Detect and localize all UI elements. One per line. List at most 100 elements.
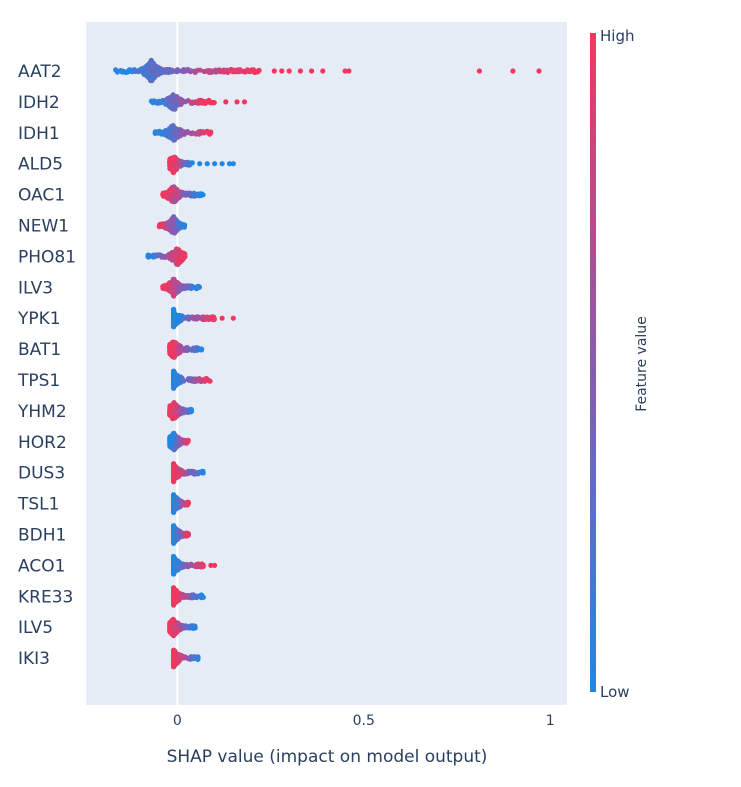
shap-point bbox=[191, 594, 197, 600]
shap-point bbox=[168, 132, 174, 138]
x-tick-label: 0 bbox=[173, 713, 182, 729]
feature-label: IDH2 bbox=[18, 93, 60, 113]
shap-point bbox=[185, 409, 191, 415]
shap-point bbox=[195, 67, 201, 73]
feature-label: OAC1 bbox=[18, 186, 65, 206]
shap-point bbox=[172, 626, 178, 632]
shap-point bbox=[206, 68, 212, 75]
shap-point bbox=[192, 346, 198, 352]
shap-point bbox=[183, 532, 189, 539]
shap-point bbox=[201, 68, 207, 75]
shap-point bbox=[176, 529, 182, 535]
shap-point bbox=[200, 468, 206, 474]
colorbar bbox=[590, 33, 596, 692]
shap-point bbox=[171, 508, 177, 514]
shap-point bbox=[210, 100, 216, 106]
shap-point bbox=[169, 411, 175, 417]
shap-point bbox=[157, 223, 163, 229]
shap-point bbox=[172, 252, 178, 258]
shap-point bbox=[167, 156, 173, 162]
shap-point bbox=[181, 501, 187, 507]
shap-point bbox=[190, 623, 196, 629]
feature-label: BDH1 bbox=[18, 526, 66, 546]
shap-point bbox=[189, 99, 195, 105]
shap-point bbox=[177, 313, 183, 319]
shap-point bbox=[131, 67, 137, 73]
shap-point bbox=[185, 345, 191, 351]
shap-point bbox=[177, 97, 183, 103]
shap-point bbox=[178, 101, 184, 107]
shap-point bbox=[197, 130, 203, 136]
x-tick-label: 1 bbox=[546, 713, 555, 729]
shap-point bbox=[175, 160, 181, 166]
shap-point bbox=[153, 69, 160, 76]
shap-point bbox=[208, 562, 214, 569]
shap-point bbox=[346, 68, 352, 74]
x-axis-title: SHAP value (impact on model output) bbox=[167, 747, 488, 767]
x-tick-label: 0.5 bbox=[353, 713, 375, 729]
shap-point bbox=[185, 376, 191, 382]
shap-point bbox=[162, 286, 168, 292]
shap-point bbox=[178, 533, 184, 539]
feature-label: BAT1 bbox=[18, 340, 61, 360]
shap-point bbox=[171, 597, 177, 604]
shap-point bbox=[171, 383, 177, 389]
shap-point bbox=[124, 69, 131, 75]
colorbar-title: Feature value bbox=[634, 316, 650, 412]
shap-point bbox=[171, 563, 177, 569]
shap-point bbox=[117, 68, 124, 74]
shap-point bbox=[179, 68, 185, 74]
feature-label: YPK1 bbox=[17, 309, 61, 329]
feature-label: IKI3 bbox=[18, 649, 50, 669]
shap-point bbox=[148, 98, 154, 104]
shap-point bbox=[168, 190, 174, 196]
shap-point bbox=[171, 407, 177, 413]
feature-label: HOR2 bbox=[18, 433, 67, 453]
shap-point bbox=[185, 316, 191, 322]
shap-point bbox=[286, 68, 292, 74]
shap-point bbox=[172, 555, 178, 562]
shap-point bbox=[197, 161, 203, 167]
shap-point bbox=[176, 466, 182, 472]
shap-point bbox=[172, 339, 178, 346]
shap-point bbox=[206, 97, 212, 103]
shap-point bbox=[144, 73, 150, 79]
feature-label: AAT2 bbox=[18, 62, 62, 82]
shap-point bbox=[135, 69, 141, 75]
shap-point bbox=[170, 222, 176, 228]
shap-point bbox=[175, 247, 181, 254]
shap-point bbox=[536, 68, 542, 74]
shap-point bbox=[175, 132, 181, 138]
shap-point bbox=[230, 161, 236, 167]
shap-point bbox=[163, 225, 169, 231]
shap-point bbox=[181, 378, 187, 384]
shap-point bbox=[219, 161, 225, 167]
shap-point bbox=[170, 218, 176, 224]
shap-point bbox=[174, 220, 180, 226]
shap-point bbox=[165, 219, 171, 225]
shap-point bbox=[176, 409, 182, 415]
shap-point bbox=[208, 130, 214, 136]
shap-point bbox=[297, 68, 303, 74]
shap-point bbox=[171, 99, 177, 105]
shap-point bbox=[176, 288, 182, 294]
shap-point bbox=[166, 102, 172, 108]
shap-point bbox=[221, 69, 227, 75]
feature-label: ALD5 bbox=[18, 155, 63, 175]
feature-label: IDH1 bbox=[18, 124, 60, 144]
shap-point bbox=[167, 287, 173, 293]
feature-label: PHO81 bbox=[18, 247, 76, 267]
shap-point bbox=[173, 534, 179, 540]
shap-point bbox=[279, 68, 285, 74]
plot-area bbox=[86, 22, 567, 705]
shap-point bbox=[198, 192, 204, 198]
shap-point bbox=[196, 284, 202, 290]
shap-point bbox=[214, 69, 220, 75]
feature-label: ILV5 bbox=[18, 618, 53, 638]
shap-point bbox=[167, 347, 173, 354]
shap-point bbox=[153, 252, 159, 258]
shap-point bbox=[309, 68, 315, 74]
shap-point bbox=[192, 655, 198, 661]
feature-label: TPS1 bbox=[17, 371, 60, 391]
colorbar-high-label: High bbox=[600, 27, 634, 45]
